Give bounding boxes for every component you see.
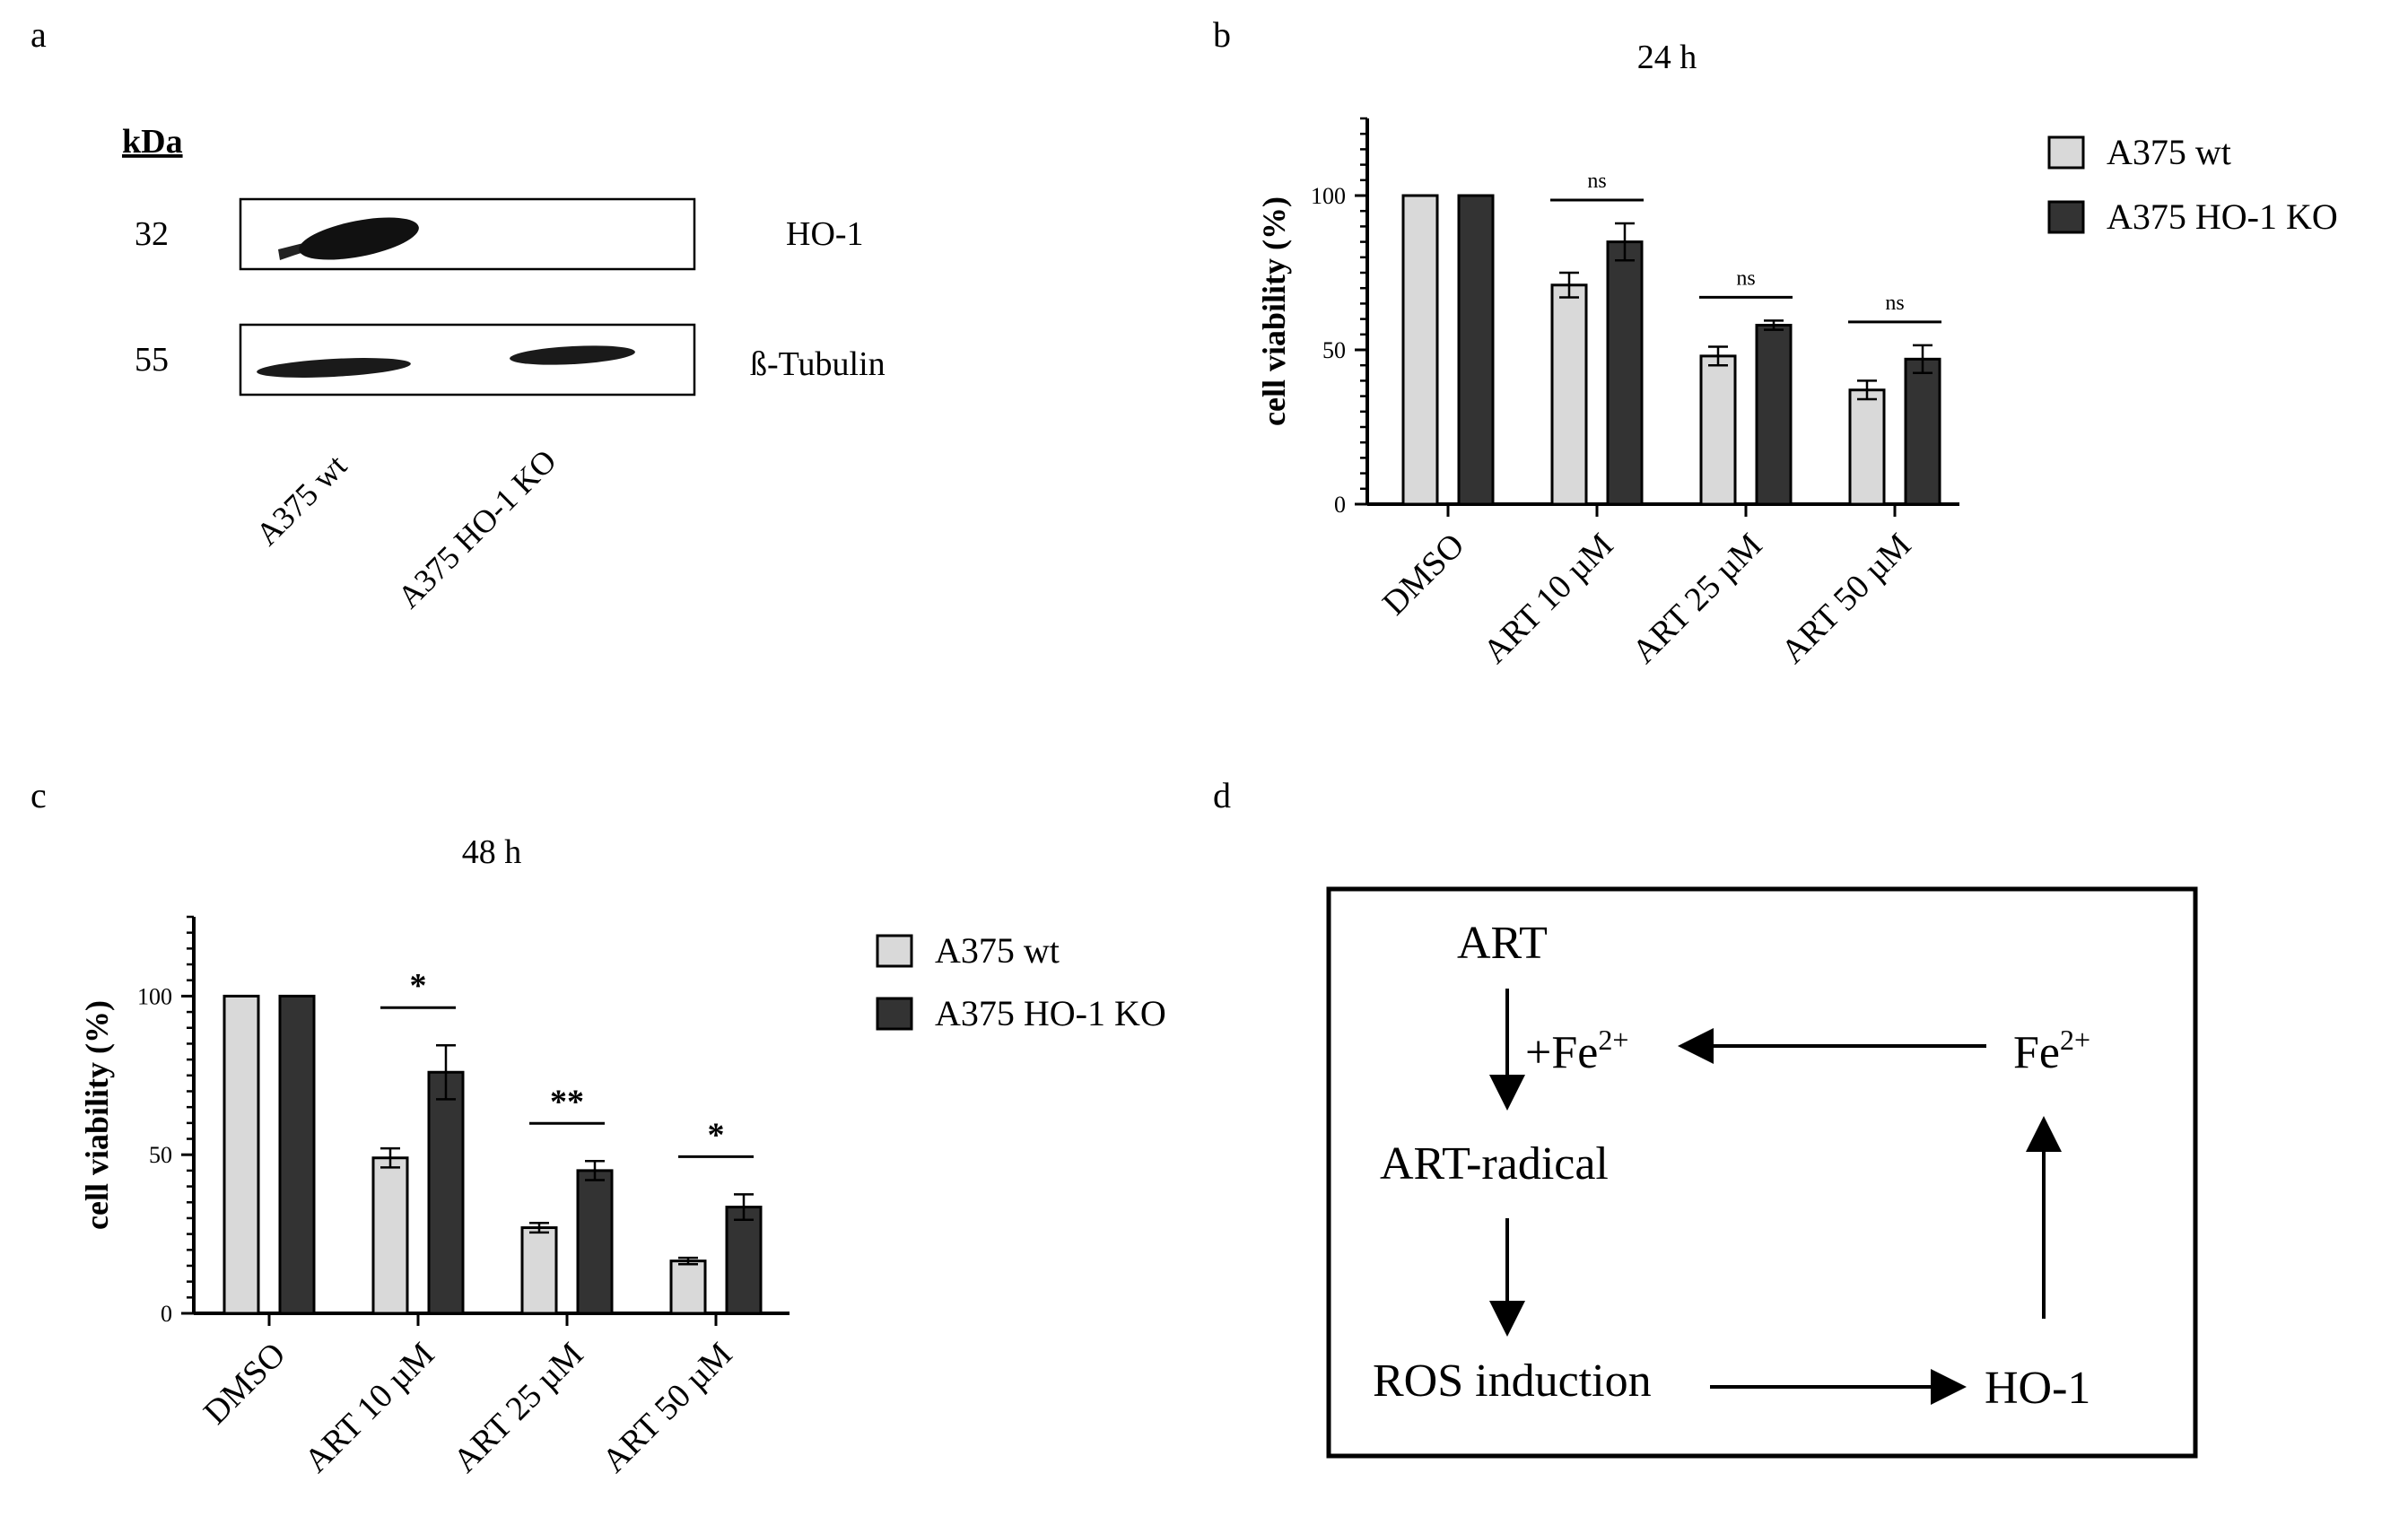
kda-32: 32 xyxy=(135,215,169,253)
legend-label-wt: A375 wt xyxy=(2107,132,2231,172)
node-fe-text: Fe xyxy=(2013,1027,2060,1078)
node-ros-induction: ROS induction xyxy=(1373,1355,1652,1407)
bar-ko xyxy=(576,1169,614,1315)
node-fe-plus-text: +Fe xyxy=(1525,1027,1598,1078)
y-tick-label: 0 xyxy=(161,1301,172,1327)
legend-swatch-ko xyxy=(2047,200,2085,234)
node-art-radical: ART-radical xyxy=(1380,1138,1609,1190)
bar-wt xyxy=(520,1226,558,1315)
mechanism-diagram: ART +Fe2+ Fe2+ ART-radical ROS induction… xyxy=(1326,886,2198,1459)
node-fe: Fe2+ xyxy=(2013,1024,2090,1078)
significance-label: * xyxy=(708,1116,725,1154)
bar-chart-48h: 48 h 0 50 100 cell viability (%) DMSO ART 10 µ… xyxy=(79,833,1166,1480)
significance-label: ns xyxy=(1885,292,1904,315)
x-tick-label: ART 10 µM xyxy=(1476,527,1620,671)
panel-label-c: c xyxy=(31,775,47,815)
node-fe-plus: +Fe2+ xyxy=(1525,1024,1628,1078)
bar-ko xyxy=(1606,240,1644,506)
y-tick-label: 50 xyxy=(1322,337,1346,363)
y-tick-label: 50 xyxy=(149,1142,172,1168)
bar-wt xyxy=(222,994,260,1315)
y-tick-label: 0 xyxy=(1334,492,1346,518)
bar-wt xyxy=(669,1259,707,1315)
x-tick-label: ART 25 µM xyxy=(446,1336,590,1480)
protein-ho1: HO-1 xyxy=(786,215,864,253)
legend-label-ko: A375 HO-1 KO xyxy=(2107,196,2338,237)
x-tick-label: DMSO xyxy=(1375,527,1471,623)
node-fe-charge: 2+ xyxy=(2060,1024,2090,1056)
kda-header: kDa xyxy=(122,123,183,161)
bar-ko xyxy=(278,994,316,1315)
x-tick-label: ART 25 µM xyxy=(1625,527,1769,671)
x-tick-label: DMSO xyxy=(196,1336,292,1432)
panel-label-b: b xyxy=(1213,14,1231,55)
band-tubulin-wt xyxy=(257,358,411,378)
bar-ko xyxy=(1904,357,1941,506)
blot-membrane-ho1 xyxy=(239,197,696,271)
bar-wt xyxy=(1550,283,1588,506)
significance-label: * xyxy=(410,967,427,1005)
chart-title: 48 h xyxy=(462,833,522,871)
legend-swatch-wt xyxy=(876,934,913,968)
diagram-frame xyxy=(1326,886,2198,1459)
bar-wt xyxy=(1699,354,1737,506)
x-tick-label: ART 50 µM xyxy=(595,1336,739,1480)
node-art: ART xyxy=(1457,918,1548,969)
significance-label: ns xyxy=(1587,170,1606,193)
bar-wt xyxy=(371,1156,409,1315)
bar-wt xyxy=(1401,194,1439,506)
x-tick-label: ART 50 µM xyxy=(1774,527,1918,671)
panel-label-a: a xyxy=(31,14,47,55)
legend-swatch-ko xyxy=(876,997,913,1031)
x-tick-label: ART 10 µM xyxy=(297,1336,441,1480)
blot-membrane-tubulin xyxy=(239,323,696,397)
legend-swatch-wt xyxy=(2047,135,2085,170)
y-tick-label: 100 xyxy=(1311,183,1346,209)
legend-label-wt: A375 wt xyxy=(935,930,1060,971)
chart-title: 24 h xyxy=(1637,39,1697,76)
band-ho1-wt-core xyxy=(299,217,419,260)
kda-55: 55 xyxy=(135,341,169,379)
panel-label-d: d xyxy=(1213,775,1231,815)
bar-ko xyxy=(1457,194,1495,506)
bar-chart-24h: 24 h 0 50 100 cell viability (%) DMSO ART 10 µ… xyxy=(1256,39,2338,671)
bar-ko xyxy=(725,1206,763,1315)
western-blot: kDa 32 55 HO-1 ß-Tubulin A375 wt A375 HO… xyxy=(122,123,886,615)
protein-tubulin: ß-Tubulin xyxy=(750,345,886,383)
bar-ko xyxy=(427,1070,465,1315)
bar-ko xyxy=(1755,323,1793,506)
legend-label-ko: A375 HO-1 KO xyxy=(935,993,1166,1033)
significance-label: ns xyxy=(1736,266,1755,290)
significance-label: ** xyxy=(550,1083,584,1120)
lane-label-wt: A375 wt xyxy=(249,448,353,553)
band-tubulin-ko xyxy=(510,345,635,365)
lane-label-ko: A375 HO-1 KO xyxy=(390,442,563,614)
y-axis-label: cell viability (%) xyxy=(79,1000,115,1230)
bar-wt xyxy=(1848,388,1886,506)
node-ho1: HO-1 xyxy=(1985,1363,2090,1414)
node-fe-plus-charge: 2+ xyxy=(1598,1024,1628,1056)
y-tick-label: 100 xyxy=(137,983,172,1009)
y-axis-label: cell viability (%) xyxy=(1256,196,1292,426)
